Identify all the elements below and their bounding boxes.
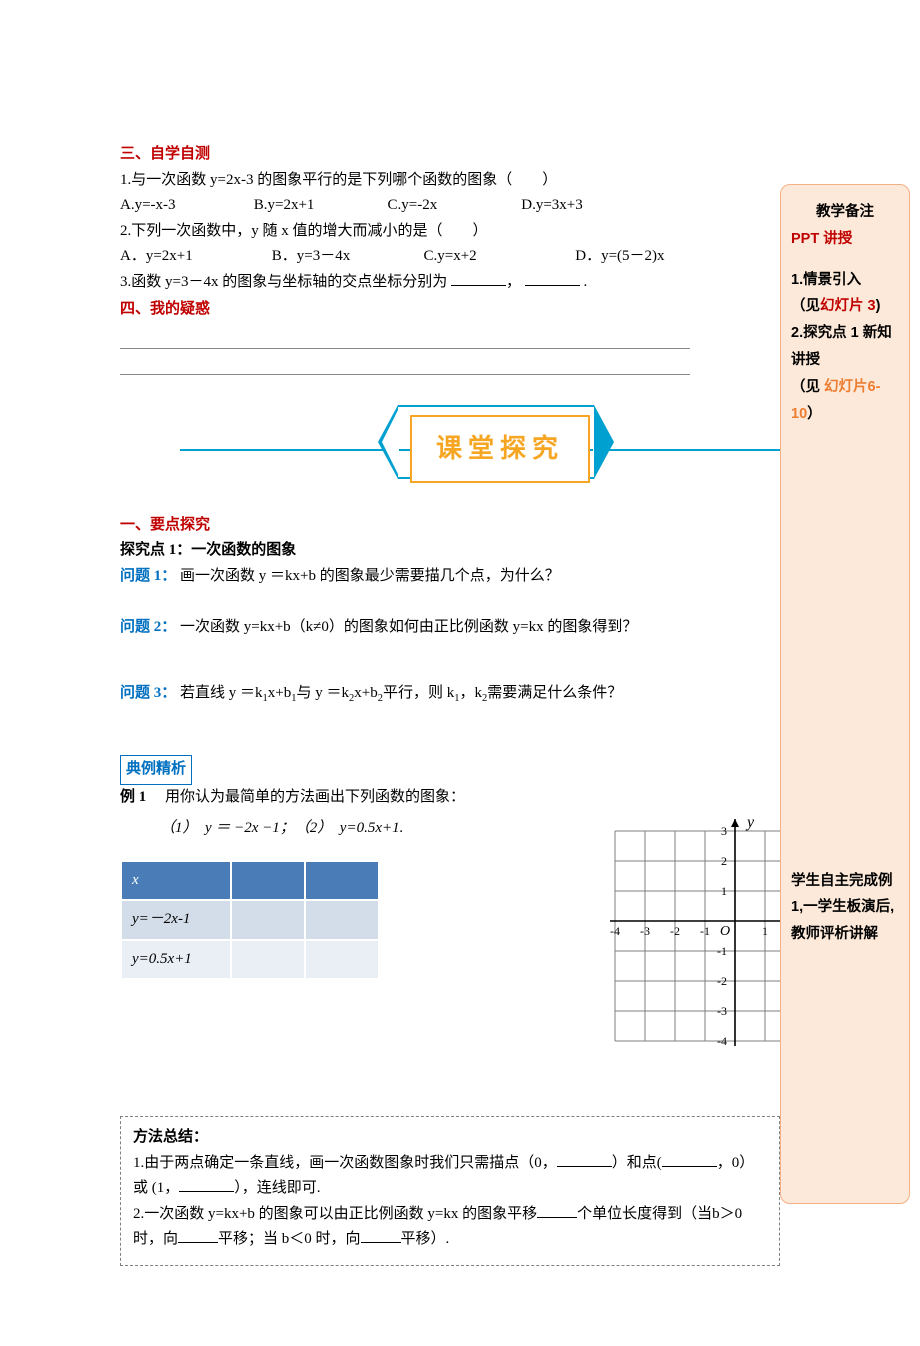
section-self-test-heading: 三、自学自测 — [120, 142, 760, 168]
table-r2c3[interactable] — [305, 940, 379, 980]
svg-text:-2: -2 — [670, 924, 680, 938]
sidebar-note2: 学生自主完成例 1,一学生板演后,教师评析讲解 — [791, 868, 899, 948]
explore-point1-title: 探究点 1：一次函数的图象 — [120, 538, 760, 564]
main-content: 三、自学自测 1.与一次函数 y=2x-3 的图象平行的是下列哪个函数的图象（ … — [120, 142, 760, 1266]
sidebar-n2: 2.探究点 1 新知讲授 （见 幻灯片6-10） — [791, 320, 899, 427]
q1-B: B.y=2x+1 — [254, 193, 384, 219]
explore-q2-body: 一次函数 y=kx+b（k≠0）的图象如何由正比例函数 y=kx 的图象得到？ — [180, 619, 637, 635]
table-r1-label: y=－2x-1 — [121, 900, 231, 940]
explore-q2: 问题 2： 一次函数 y=kx+b（k≠0）的图象如何由正比例函数 y=kx 的… — [120, 615, 760, 641]
svg-text:1: 1 — [762, 924, 768, 938]
q1-stem: 1.与一次函数 y=2x-3 的图象平行的是下列哪个函数的图象（ ） — [120, 168, 760, 194]
svg-text:O: O — [720, 924, 730, 939]
summary-title: 方法总结： — [133, 1125, 767, 1151]
summary-blank6[interactable] — [361, 1228, 401, 1243]
examples-box-label: 典例精析 — [120, 755, 192, 785]
explore-q3-label: 问题 3： — [120, 685, 176, 701]
summary-line1: 1.由于两点确定一条直线，画一次函数图象时我们只需描点（0，）和点(，0）或 (… — [133, 1151, 767, 1202]
svg-text:-4: -4 — [610, 924, 620, 938]
section-doubts-heading: 四、我的疑惑 — [120, 297, 760, 323]
table-r1c2[interactable] — [231, 900, 305, 940]
summary-blank5[interactable] — [178, 1228, 218, 1243]
summary-blank4[interactable] — [537, 1203, 577, 1218]
q3-before: 3.函数 y=3－4x 的图象与坐标轴的交点坐标分别为 — [120, 274, 447, 290]
explore-q2-label: 问题 2： — [120, 619, 176, 635]
example1: 例 1 用你认为最简单的方法画出下列函数的图象： — [120, 785, 760, 811]
q2-B: B．y=3－4x — [272, 244, 420, 270]
svg-text:-4: -4 — [717, 1034, 727, 1048]
q1-choices: A.y=-x-3 B.y=2x+1 C.y=-2x D.y=3x+3 — [120, 193, 760, 219]
sidebar-title: 教学备注 — [791, 199, 899, 226]
q2-stem: 2.下列一次函数中，y 随 x 值的增大而减小的是（ ） — [120, 219, 760, 245]
svg-text:2: 2 — [721, 854, 727, 868]
q3-blank1[interactable] — [451, 271, 506, 286]
q1-C: C.y=-2x — [388, 193, 518, 219]
svg-text:3: 3 — [721, 824, 727, 838]
table-r1c3[interactable] — [305, 900, 379, 940]
svg-text:1: 1 — [721, 884, 727, 898]
explore-q1-label: 问题 1： — [120, 568, 176, 584]
q3-blank2[interactable] — [525, 271, 580, 286]
svg-text:-3: -3 — [717, 1004, 727, 1018]
summary-box: 方法总结： 1.由于两点确定一条直线，画一次函数图象时我们只需描点（0，）和点(… — [120, 1116, 780, 1266]
summary-line2: 2.一次函数 y=kx+b 的图象可以由正比例函数 y=kx 的图象平移个单位长… — [133, 1202, 767, 1253]
q1-A: A.y=-x-3 — [120, 193, 250, 219]
table-h3[interactable] — [305, 861, 379, 901]
q3-after: . — [583, 274, 587, 290]
table-hx: x — [121, 861, 231, 901]
example1-body: 用你认为最简单的方法画出下列函数的图象： — [150, 789, 465, 805]
sidebar-n1: 1.情景引入 （见幻灯片 3) — [791, 267, 899, 321]
table-r2-label: y=0.5x+1 — [121, 940, 231, 980]
q1-D: D.y=3x+3 — [521, 193, 651, 219]
sidebar: 教学备注 PPT 讲授 1.情景引入 （见幻灯片 3) 2.探究点 1 新知讲授… — [780, 184, 910, 1204]
table-r2c2[interactable] — [231, 940, 305, 980]
doubt-line-2[interactable] — [120, 355, 690, 375]
svg-text:-3: -3 — [640, 924, 650, 938]
explore-heading: 一、要点探究 — [120, 513, 760, 539]
q2-D: D．y=(5－2)x — [575, 244, 723, 270]
sidebar-ppt: PPT 讲授 — [791, 226, 899, 253]
table-h2[interactable] — [231, 861, 305, 901]
svg-text:-1: -1 — [717, 944, 727, 958]
summary-blank1[interactable] — [557, 1152, 612, 1167]
q2-C: C.y=x+2 — [424, 244, 572, 270]
summary-blank2[interactable] — [662, 1152, 717, 1167]
svg-text:y: y — [745, 816, 755, 831]
q3: 3.函数 y=3－4x 的图象与坐标轴的交点坐标分别为 ， . — [120, 270, 760, 296]
banner-label: 课堂探究 — [410, 415, 590, 483]
q2-A: A．y=2x+1 — [120, 244, 268, 270]
q2-choices: A．y=2x+1 B．y=3－4x C.y=x+2 D．y=(5－2)x — [120, 244, 760, 270]
svg-text:-1: -1 — [700, 924, 710, 938]
doubt-line-1[interactable] — [120, 329, 690, 349]
function-table: x y=－2x-1 y=0.5x+1 — [120, 860, 380, 981]
example1-label: 例 1 — [120, 789, 146, 805]
summary-blank3[interactable] — [179, 1177, 234, 1192]
svg-text:-2: -2 — [717, 974, 727, 988]
explore-q1: 问题 1： 画一次函数 y ＝kx+b 的图象最少需要描几个点，为什么？ — [120, 564, 760, 590]
explore-q3: 问题 3： 若直线 y ＝k1x+b1与 y ＝k2x+b2平行，则 k1，k2… — [120, 681, 760, 708]
banner-row: 课堂探究 — [120, 405, 760, 495]
explore-q1-body: 画一次函数 y ＝kx+b 的图象最少需要描几个点，为什么？ — [180, 568, 560, 584]
